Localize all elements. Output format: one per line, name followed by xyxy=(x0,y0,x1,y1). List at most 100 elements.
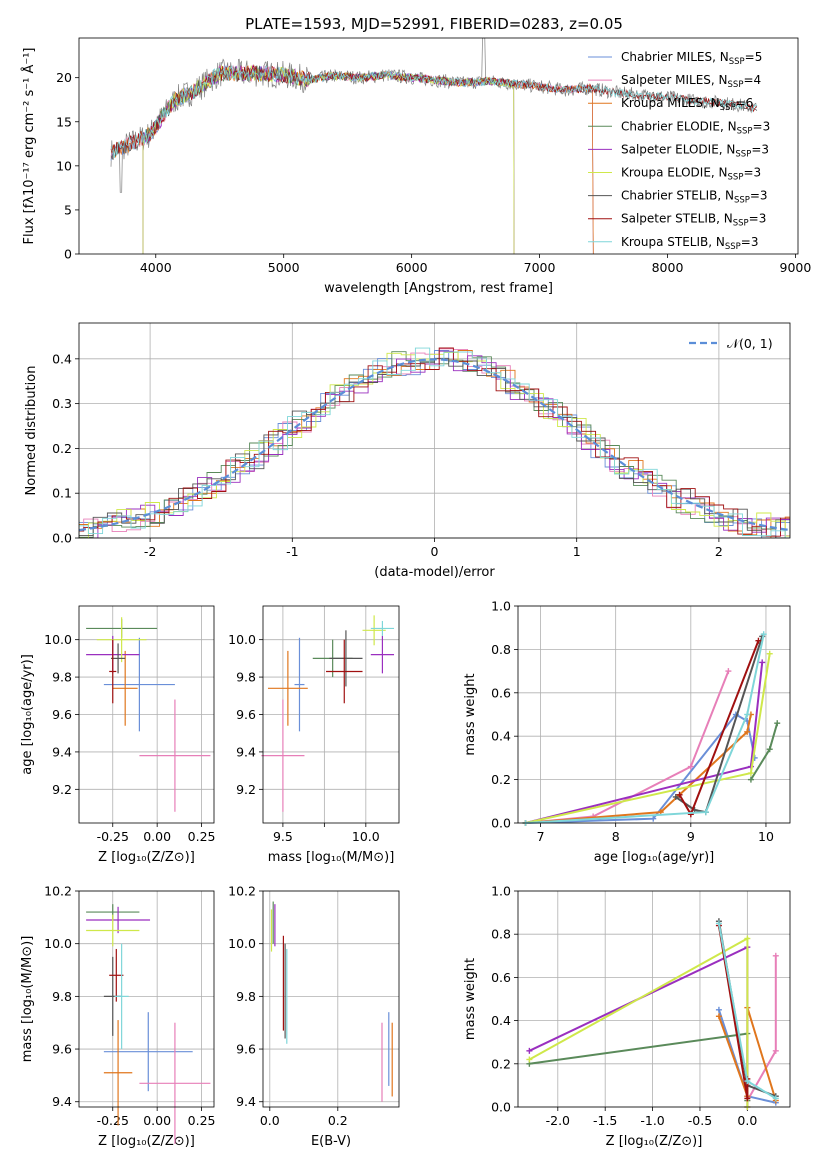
series-line xyxy=(528,945,749,1107)
weight-lines xyxy=(522,631,781,826)
y-axis-label: Flux [fλ10⁻¹⁷ erg cm⁻² s⁻¹ Å⁻¹] xyxy=(21,48,37,245)
legend-label: Salpeter STELIB, NSSP=3 xyxy=(621,212,766,229)
legend-label: Salpeter ELODIE, NSSP=3 xyxy=(621,142,769,159)
y-tick-label: 9.2 xyxy=(52,782,72,797)
x-axis-label: mass [log₁₀(M/M⊙)] xyxy=(268,850,395,865)
y-tick-label: 9.4 xyxy=(236,744,256,759)
y-tick-label: 0.0 xyxy=(491,1100,511,1115)
y-tick-label: 0.1 xyxy=(52,486,72,501)
y-axis-label: mass weight xyxy=(463,673,478,755)
x-tick-label: 0.0 xyxy=(260,1113,280,1128)
x-axis-label: Z [log₁₀(Z/Z⊙)] xyxy=(98,1134,195,1149)
x-tick-label: 1 xyxy=(573,544,581,559)
series-line xyxy=(525,714,752,824)
x-tick-label: -1.5 xyxy=(593,1113,617,1128)
model-spectrum-line xyxy=(110,64,758,159)
series-line xyxy=(525,662,764,824)
x-axis-label: age [log₁₀(age/yr)] xyxy=(594,850,715,865)
x-tick-label: 8000 xyxy=(652,260,684,275)
y-tick-label: 20 xyxy=(56,70,72,85)
legend-label: 𝒩(0, 1) xyxy=(727,336,773,351)
x-tick-label: -0.25 xyxy=(97,1113,129,1128)
y-tick-label: 9.6 xyxy=(52,707,72,722)
legend-label: Salpeter MILES, NSSP=4 xyxy=(621,73,761,90)
axes-frame xyxy=(78,37,799,255)
axes-frame xyxy=(517,605,791,824)
x-tick-label: 0.00 xyxy=(143,1113,171,1128)
y-tick-label: 10.2 xyxy=(228,884,256,899)
histogram-step xyxy=(79,347,790,537)
panel-weight-vs-age: 7 8 9 10 0.0 0.2 0.4 0.6 0.8 1.0 age [log₁₀(age/yr… xyxy=(463,599,791,865)
y-tick-label: 10.0 xyxy=(228,936,256,951)
y-tick-label: 10.0 xyxy=(44,632,72,647)
x-tick-label: 9.5 xyxy=(273,829,293,844)
y-tick-label: 15 xyxy=(56,114,72,129)
histogram-step xyxy=(79,357,790,538)
x-tick-label: 7000 xyxy=(524,260,556,275)
x-tick-label: 10.0 xyxy=(352,829,380,844)
model-spectrum-line xyxy=(142,64,515,254)
y-tick-label: 1.0 xyxy=(491,884,511,899)
y-axis-label: Normed distribution xyxy=(24,366,39,496)
histogram-step xyxy=(79,347,790,538)
weight-lines xyxy=(526,918,779,1110)
axes-frame xyxy=(78,890,215,1108)
x-tick-label: -2 xyxy=(144,544,156,559)
x-axis-label: (data-model)/error xyxy=(374,565,495,580)
y-tick-label: 9.6 xyxy=(236,1042,256,1057)
panel-mass-vs-Z: -0.25 0.00 0.25 9.4 9.6 9.8 10.0 10.2 Z [log₁₀(Z… xyxy=(20,884,215,1150)
legend: Chabrier MILES, NSSP=5 Salpeter MILES, NS… xyxy=(588,50,770,252)
series-line xyxy=(525,633,765,824)
y-tick-label: 10 xyxy=(56,158,72,173)
x-tick-label: -0.25 xyxy=(97,829,129,844)
grid xyxy=(518,890,790,1108)
panel-weight-vs-Z: -2.0 -1.5 -1.0 -0.5 0.0 0.0 0.2 0.4 0.6 0.8 1.0 Z [… xyxy=(463,884,791,1149)
x-tick-label: 0.0 xyxy=(737,1113,757,1128)
y-axis-label: mass [log₁₀(M/M⊙)] xyxy=(20,936,35,1063)
y-tick-label: 1.0 xyxy=(491,599,511,614)
y-tick-label: 0.4 xyxy=(52,351,72,366)
y-axis-label: age [log₁₀(age/yr)] xyxy=(20,654,35,775)
y-tick-label: 9.8 xyxy=(52,670,72,685)
x-tick-label: 0.25 xyxy=(188,1113,216,1128)
x-tick-label: 0.00 xyxy=(143,829,171,844)
x-tick-label: 7 xyxy=(537,829,545,844)
y-tick-label: 0.4 xyxy=(491,729,511,744)
panel-age-vs-Z: -0.25 0.00 0.25 9.2 9.4 9.6 9.8 10.0 Z [log₁₀(Z/… xyxy=(20,605,215,865)
series-line xyxy=(678,640,760,817)
x-tick-label: 10 xyxy=(758,829,774,844)
y-tick-label: 9.4 xyxy=(52,744,72,759)
spectrum-lines xyxy=(110,38,758,254)
y-tick-label: 0 xyxy=(64,247,72,262)
panel-age-vs-mass: 9.5 10.0 9.2 9.4 9.6 9.8 10.0 mass [log₁₀(M/M⊙)… xyxy=(228,605,400,865)
x-tick-label: 2 xyxy=(715,544,723,559)
legend-label: Chabrier ELODIE, NSSP=3 xyxy=(621,119,770,136)
axes-frame xyxy=(78,322,791,539)
legend-label: Kroupa MILES, NSSP=6 xyxy=(621,96,753,113)
y-tick-label: 0.0 xyxy=(52,531,72,546)
y-tick-label: 9.8 xyxy=(236,670,256,685)
y-tick-label: 9.6 xyxy=(236,707,256,722)
y-tick-label: 0.2 xyxy=(52,441,72,456)
x-tick-label: 9000 xyxy=(780,260,812,275)
y-tick-label: 0.4 xyxy=(491,1013,511,1028)
legend-label: Kroupa ELODIE, NSSP=3 xyxy=(621,166,761,183)
y-tick-label: 0.2 xyxy=(491,1056,511,1071)
x-tick-label: -0.5 xyxy=(688,1113,712,1128)
y-tick-label: 0.8 xyxy=(491,927,511,942)
x-tick-label: 6000 xyxy=(396,260,428,275)
y-tick-label: 9.4 xyxy=(236,1094,256,1109)
histograms xyxy=(79,347,790,538)
gaussian-curve xyxy=(79,358,790,532)
figure-title: PLATE=1593, MJD=52991, FIBERID=0283, z=0… xyxy=(245,15,623,33)
y-tick-label: 0.6 xyxy=(491,685,511,700)
y-axis-label: mass weight xyxy=(463,958,478,1040)
grid xyxy=(79,606,214,823)
axes-frame xyxy=(262,605,400,824)
x-tick-label: 8 xyxy=(612,829,620,844)
legend-label: Kroupa STELIB, NSSP=3 xyxy=(621,235,759,252)
model-spectrum-line xyxy=(142,65,515,254)
legend-label: Chabrier MILES, NSSP=5 xyxy=(621,50,762,67)
y-tick-label: 9.8 xyxy=(236,989,256,1004)
